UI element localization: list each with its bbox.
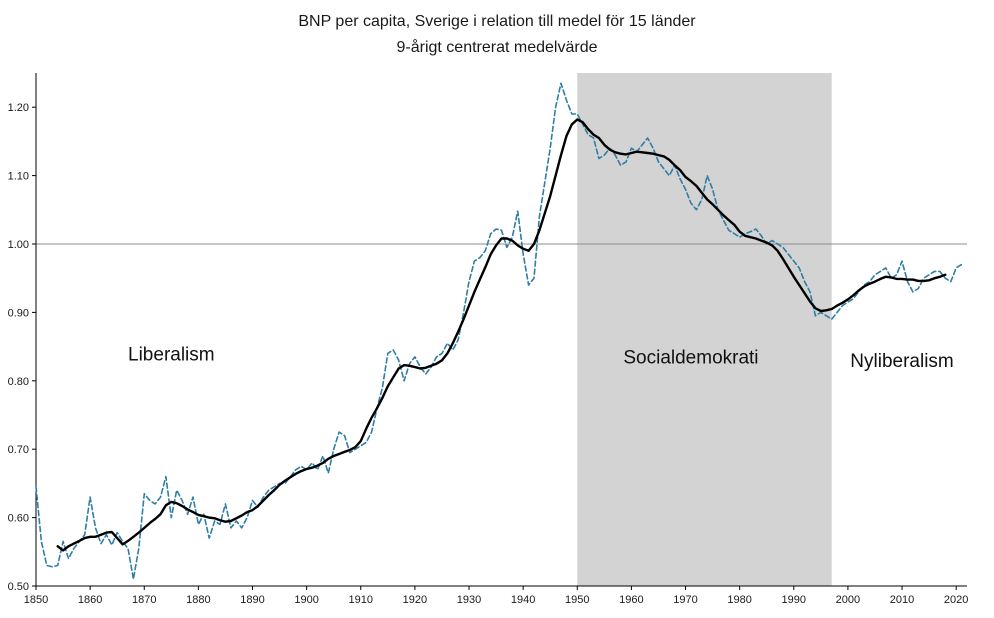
shaded-region xyxy=(577,73,832,586)
x-tick-label: 2020 xyxy=(944,594,968,606)
x-tick-label: 1960 xyxy=(619,594,643,606)
series-line-moving-average xyxy=(56,118,947,552)
x-tick-label: 1990 xyxy=(782,594,806,606)
region-label: Liberalism xyxy=(128,344,215,365)
x-tick-label: 1850 xyxy=(24,594,48,606)
y-tick-label: 0.50 xyxy=(8,581,29,593)
x-tick-label: 1900 xyxy=(294,594,318,606)
x-tick-label: 1910 xyxy=(349,594,373,606)
region-label: Socialdemokrati xyxy=(623,348,758,369)
y-tick-label: 0.80 xyxy=(8,376,29,388)
y-tick-label: 0.90 xyxy=(8,307,29,319)
x-tick-label: 1940 xyxy=(511,594,535,606)
chart-subtitle: 9-årigt centrerat medelvärde xyxy=(397,38,598,56)
x-tick-label: 1950 xyxy=(565,594,589,606)
y-tick-label: 0.70 xyxy=(8,444,29,456)
x-tick-label: 1980 xyxy=(727,594,751,606)
y-tick-label: 1.10 xyxy=(8,171,29,183)
series-line-annual xyxy=(35,82,963,581)
x-tick-label: 1930 xyxy=(457,594,481,606)
x-tick-label: 1860 xyxy=(78,594,102,606)
x-tick-label: 1970 xyxy=(673,594,697,606)
y-tick-label: 1.00 xyxy=(8,239,29,251)
x-tick-label: 1880 xyxy=(186,594,210,606)
x-tick-label: 1870 xyxy=(132,594,156,606)
region-label: Nyliberalism xyxy=(850,351,953,372)
x-tick-label: 1920 xyxy=(403,594,427,606)
x-tick-label: 2000 xyxy=(836,594,860,606)
y-tick-label: 1.20 xyxy=(8,102,29,114)
x-tick-label: 2010 xyxy=(890,594,914,606)
x-tick-label: 1890 xyxy=(240,594,264,606)
y-tick-label: 0.60 xyxy=(8,513,29,525)
chart-title: BNP per capita, Sverige i relation till … xyxy=(298,13,696,30)
